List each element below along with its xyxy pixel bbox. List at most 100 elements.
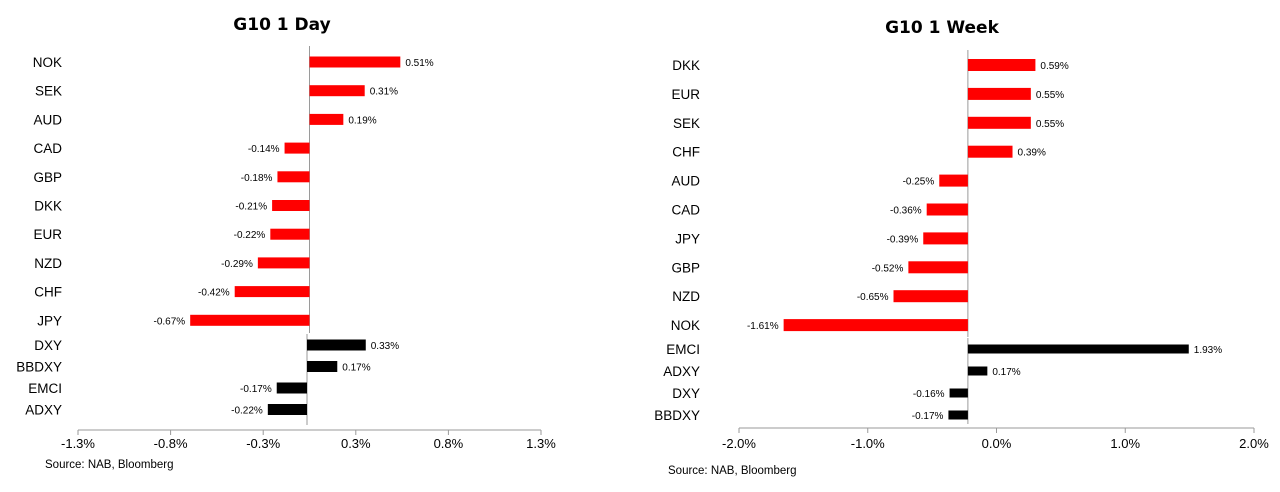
bar-emci [276, 382, 307, 394]
data-label: -0.18% [241, 173, 273, 184]
category-label: BBDXY [16, 360, 62, 375]
data-label: -0.42% [198, 288, 230, 299]
bar-gbp [277, 171, 310, 183]
x-tick-label: -1.3% [61, 436, 95, 451]
category-label: CHF [34, 285, 62, 300]
data-label: -0.22% [231, 406, 263, 417]
bar-aud [309, 113, 344, 125]
data-label: -0.21% [235, 202, 267, 213]
g10-1-week-chart: G10 1 Week -2.0% -1.0% 0.0% 1.0% 2.0% DKK 0.59… [654, 18, 1269, 477]
chart-title: G10 1 Day [233, 15, 330, 35]
bar-sek [309, 85, 365, 97]
data-label: 0.51% [405, 58, 433, 69]
data-label: 0.59% [1040, 61, 1068, 72]
x-tick-label: -2.0% [722, 436, 756, 451]
bar-eur [270, 228, 310, 240]
x-tick-label: 1.0% [1110, 436, 1140, 451]
bar-aud [939, 174, 968, 187]
bar-jpy [923, 232, 968, 245]
bar-chf [967, 145, 1013, 158]
x-tick-label: -0.8% [154, 436, 188, 451]
category-label: NOK [671, 318, 700, 333]
data-label: -0.17% [240, 384, 272, 395]
data-label: -1.61% [747, 321, 779, 332]
data-label: -0.25% [903, 177, 935, 188]
category-label: NZD [672, 289, 700, 304]
bar-nzd [893, 290, 968, 303]
bar-sek [967, 116, 1031, 129]
category-label: CAD [33, 141, 62, 156]
category-label: SEK [35, 84, 62, 99]
category-label: EMCI [666, 342, 700, 357]
category-label: CHF [672, 145, 700, 160]
bar-dxy [307, 339, 366, 351]
data-label: -0.29% [221, 259, 253, 270]
bar-jpy [190, 314, 310, 326]
category-label: NZD [34, 256, 62, 271]
bar-dxy [949, 388, 968, 398]
category-label: GBP [671, 260, 700, 275]
plot-area: -1.3% -0.8% -0.3% 0.3% 0.8% 1.3% NOK 0.51% SEK 0.… [16, 46, 556, 451]
data-label: -0.65% [857, 292, 889, 303]
category-label: BBDXY [654, 408, 700, 423]
bar-emci [967, 344, 1189, 354]
category-label: DXY [34, 338, 62, 353]
data-label: 0.31% [370, 87, 398, 98]
data-label: -0.52% [872, 263, 904, 274]
g10-1-day-chart: G10 1 Day -1.3% -0.8% -0.3% 0.3% 0.8% 1.3% NOK… [16, 15, 556, 471]
category-label: JPY [675, 231, 700, 246]
bar-bbdxy [948, 410, 968, 420]
data-label: -0.22% [234, 230, 266, 241]
category-label: AUD [33, 112, 62, 127]
x-tick-label: 2.0% [1239, 436, 1269, 451]
x-tick-label: 1.3% [526, 436, 556, 451]
data-label: -0.36% [890, 206, 922, 217]
bar-cad [284, 142, 310, 154]
data-label: -0.39% [887, 234, 919, 245]
category-label: AUD [671, 174, 700, 189]
category-label: ADXY [25, 403, 62, 418]
data-label: 0.17% [342, 363, 370, 374]
category-label: EUR [33, 227, 62, 242]
category-label: EMCI [28, 381, 62, 396]
x-tick-label: -0.3% [246, 436, 280, 451]
bar-nok [309, 56, 401, 68]
bar-gbp [908, 261, 968, 274]
data-label: 0.55% [1036, 119, 1064, 130]
x-tick-label: 0.3% [341, 436, 371, 451]
bar-nzd [257, 257, 310, 269]
bar-bbdxy [307, 361, 338, 372]
data-label: -0.16% [913, 389, 945, 400]
plot-area: -2.0% -1.0% 0.0% 1.0% 2.0% DKK 0.59% EUR 0.55% SE… [654, 50, 1269, 451]
category-label: ADXY [663, 364, 700, 379]
bar-nok [783, 319, 968, 332]
category-label: DKK [672, 58, 700, 73]
data-label: -0.17% [912, 411, 944, 422]
category-label: DKK [34, 199, 62, 214]
category-label: DXY [672, 386, 700, 401]
x-tick-label: -1.0% [851, 436, 885, 451]
data-label: 0.55% [1036, 90, 1064, 101]
bar-eur [967, 87, 1031, 100]
category-label: GBP [33, 170, 62, 185]
category-label: CAD [671, 203, 700, 218]
x-tick-label: 0.8% [434, 436, 464, 451]
category-label: JPY [37, 313, 62, 328]
bar-adxy [967, 366, 988, 376]
x-tick-label: 0.0% [982, 436, 1012, 451]
bar-dkk [967, 59, 1036, 71]
data-label: 0.39% [1018, 148, 1046, 159]
data-label: 0.33% [371, 341, 399, 352]
category-label: EUR [671, 87, 700, 102]
bar-dkk [272, 200, 310, 211]
bar-chf [234, 286, 310, 298]
bar-cad [926, 203, 968, 216]
data-label: -0.14% [248, 144, 280, 155]
data-label: 0.19% [348, 115, 376, 126]
data-label: -0.67% [154, 316, 186, 327]
source-note: Source: NAB, Bloomberg [668, 465, 796, 477]
data-label: 1.93% [1194, 345, 1222, 356]
data-label: 0.17% [992, 367, 1020, 378]
category-label: SEK [673, 116, 700, 131]
category-label: NOK [33, 55, 62, 70]
